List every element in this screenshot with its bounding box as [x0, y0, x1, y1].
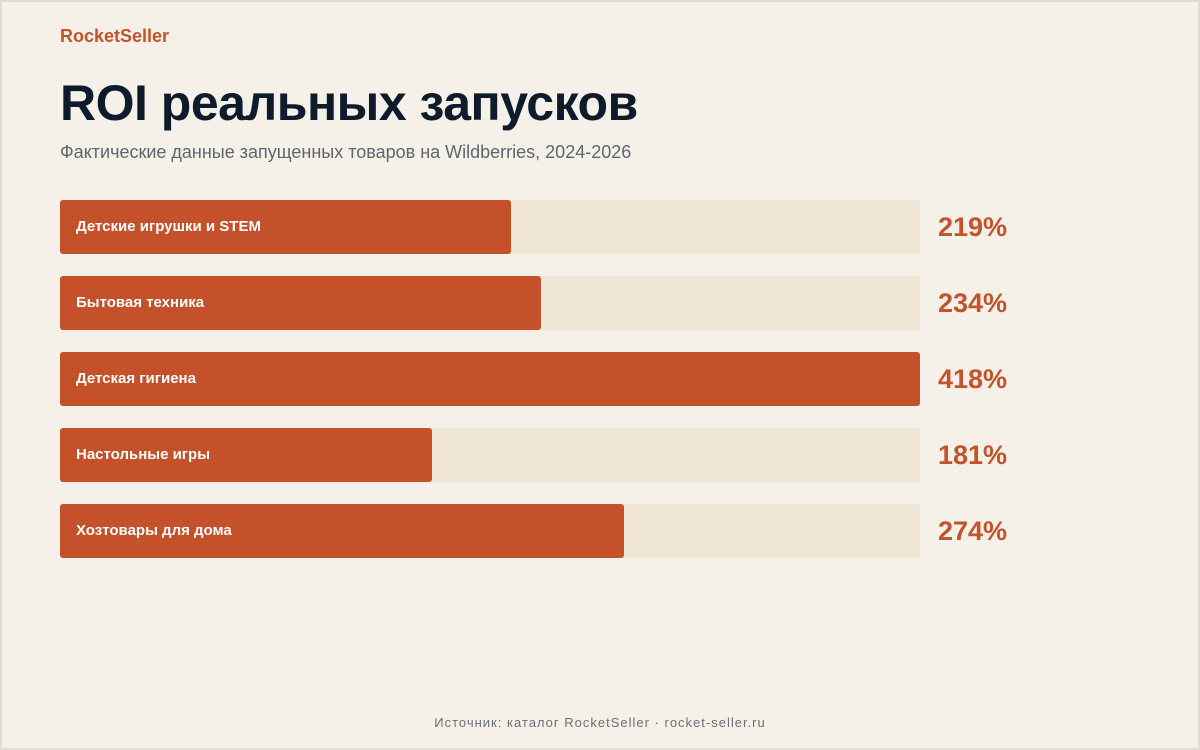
chart-subtitle: Фактические данные запущенных товаров на… — [60, 142, 632, 162]
bar — [60, 352, 920, 406]
bar-row: Бытовая техника 234% — [60, 276, 1060, 330]
bar — [60, 200, 511, 254]
source-footnote: Источник: каталог RocketSeller · rocket-… — [434, 715, 766, 730]
bar-row: Настольные игры 181% — [60, 428, 1060, 482]
chart-title: ROI реальных запусков — [60, 75, 638, 131]
bar-category-label: Хозтовары для дома — [76, 522, 232, 539]
bar-row: Детские игрушки и STEM 219% — [60, 200, 1060, 254]
bar — [60, 504, 624, 558]
brand-logo-text: RocketSeller — [60, 26, 170, 46]
bar-value-label: 181% — [938, 440, 1008, 470]
bar-category-label: Настольные игры — [76, 446, 211, 463]
bar-value-label: 219% — [938, 212, 1008, 242]
bar-value-label: 418% — [938, 364, 1008, 394]
bar-value-label: 234% — [938, 288, 1008, 318]
bar-row: Хозтовары для дома 274% — [60, 504, 1060, 558]
bar-category-label: Детские игрушки и STEM — [76, 218, 261, 235]
bar-value-label: 274% — [938, 516, 1008, 546]
bar-row: Детская гигиена 418% — [60, 352, 1060, 406]
bar — [60, 428, 432, 482]
bar-category-label: Бытовая техника — [76, 294, 205, 311]
bar-category-label: Детская гигиена — [76, 370, 196, 387]
bar — [60, 276, 541, 330]
